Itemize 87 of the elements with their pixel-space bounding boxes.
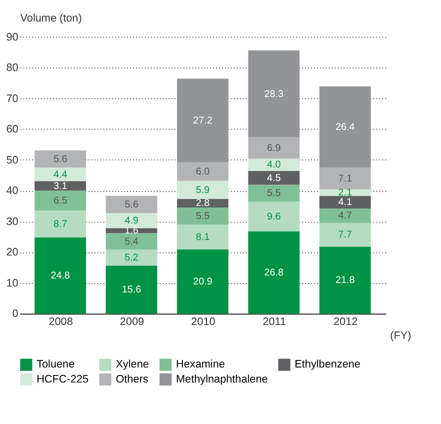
data-label: 28.3 [264,88,284,100]
data-label: 3.1 [53,180,68,192]
bar [248,202,300,232]
data-label: 26.4 [335,122,356,133]
bar [319,246,371,314]
data-label: 4.0 [267,160,282,171]
x-tick-label: 2008 [48,316,73,328]
bar [248,158,300,171]
bar [319,168,371,190]
legend-label: Hexamine [176,358,225,371]
data-label: 5.2 [124,252,138,264]
x-tick-label: 2010 [191,316,216,328]
bar [176,208,228,224]
data-label: 15.6 [122,284,142,296]
bar [106,196,158,214]
bar [176,162,228,181]
y-tick-label: 0 [12,308,18,320]
legend-label: Toluene [36,358,75,371]
bar [319,189,371,196]
bar [106,213,158,228]
data-label: 6.0 [196,166,210,178]
data-label: 5.5 [267,188,282,200]
bar [176,180,228,199]
x-tick-label: 2009 [120,316,144,328]
data-label: 7.7 [338,230,352,241]
data-label: 9.6 [267,211,282,222]
x-axis-title: (FY) [390,330,412,342]
data-label: 27.2 [193,115,212,126]
bar [319,196,371,208]
data-label: 4.1 [338,197,352,208]
data-label: 8.7 [53,218,68,230]
bar [176,249,228,314]
data-label: 5.9 [196,184,210,196]
data-label: 5.5 [196,210,210,222]
data-label: 2.1 [338,188,352,199]
y-tick-label: 10 [6,277,18,290]
bar [34,150,86,168]
data-label: 5.4 [124,236,139,248]
bar [34,181,86,191]
y-axis-title: Volume (ton) [20,12,82,24]
data-label: 26.8 [264,267,284,278]
data-label: 4.4 [53,169,68,180]
data-label: 21.8 [335,275,356,286]
bar [319,208,371,223]
x-tick-label: 2012 [333,316,358,328]
legend-label: Methylnaphthalene [176,373,268,386]
bar [34,237,86,314]
bar [34,168,86,182]
y-tick-label: 60 [6,124,18,136]
y-tick-label: 80 [6,62,18,74]
data-label: 20.9 [193,276,213,288]
bar [106,266,158,314]
bar [176,224,228,250]
y-tick-label: 30 [6,216,18,228]
bar [248,50,300,138]
data-label: 2.8 [196,198,210,210]
y-tick-label: 90 [6,31,18,44]
y-tick-label: 40 [6,185,18,198]
legend-label: Ethylbenzene [294,358,360,371]
bar [106,233,158,250]
bar [248,184,300,202]
bar [248,170,300,185]
data-label: 5.6 [124,199,139,210]
bar [248,231,300,314]
x-tick-label: 2011 [262,316,286,328]
data-label: 8.1 [196,232,210,243]
legend-label: Xylene [116,358,149,371]
bar [319,86,371,168]
legend-label: HCFC-225 [36,373,88,386]
data-label: 4.5 [267,172,282,184]
bar [176,78,228,162]
y-tick-label: 50 [6,154,18,166]
data-label: 4.9 [124,216,139,227]
bar [34,210,86,238]
data-label: 5.6 [53,154,68,165]
y-tick-label: 70 [6,92,18,105]
bar [248,137,300,159]
data-label: 6.9 [267,142,282,154]
legend-label: Others [116,373,149,386]
data-label: 4.7 [338,210,352,222]
bar [319,222,371,247]
data-label: 24.8 [50,270,70,282]
bar [106,250,158,266]
bar [34,190,86,211]
data-label: 6.5 [53,196,68,207]
data-label: 7.1 [338,173,352,184]
y-tick-label: 20 [6,246,18,259]
